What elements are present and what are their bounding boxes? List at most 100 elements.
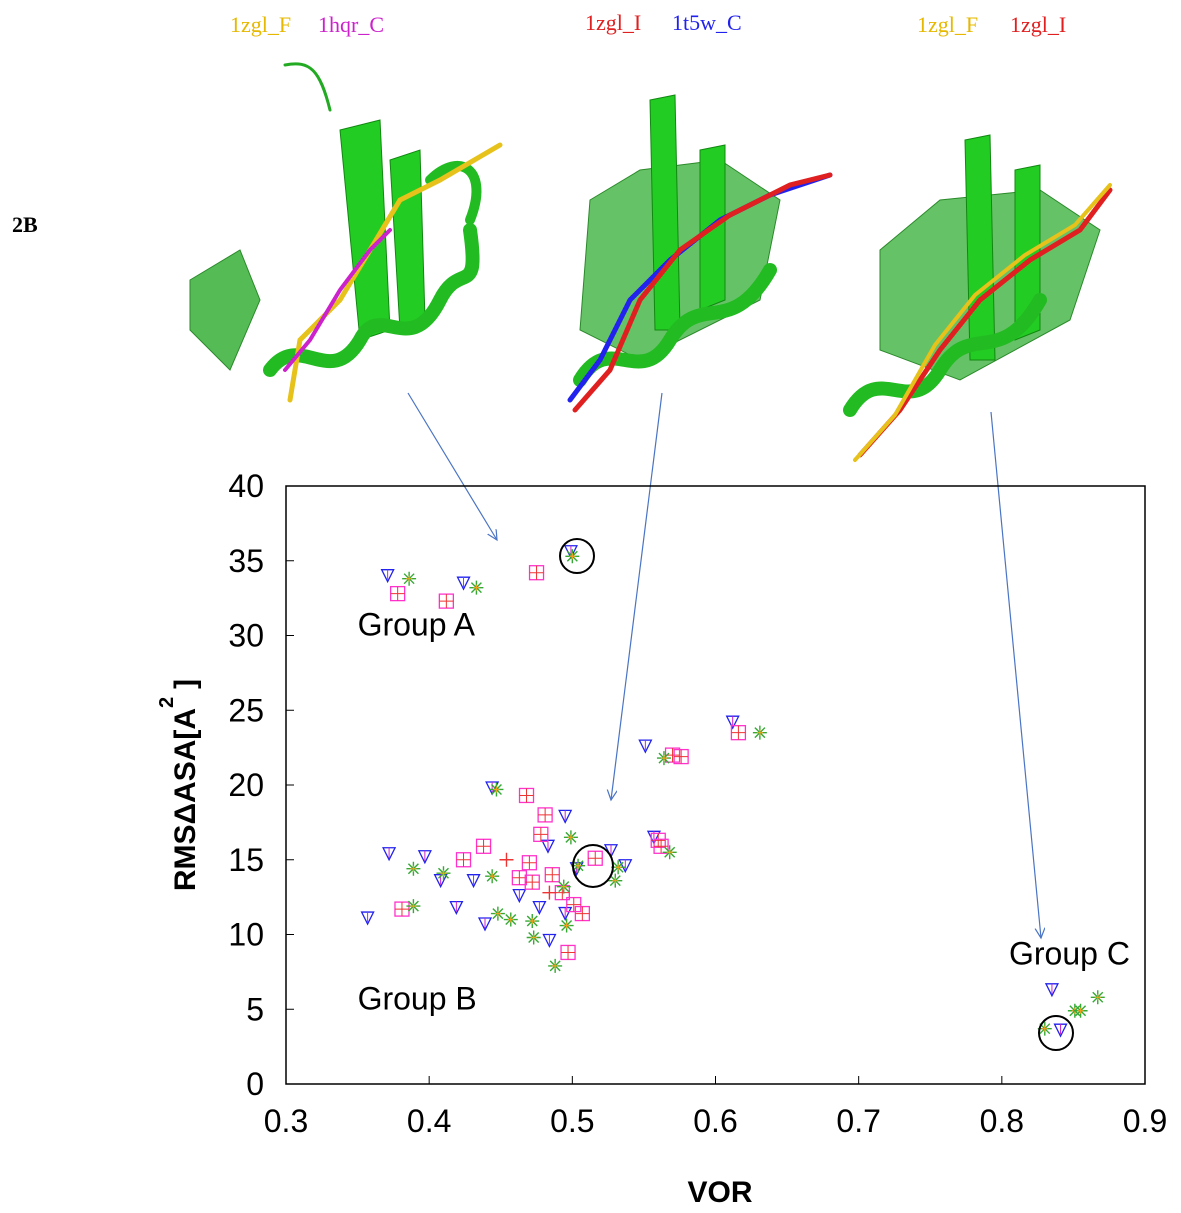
- point: [475, 838, 492, 854]
- x-axis-label: VOR: [687, 1176, 752, 1209]
- marker-shape: [522, 855, 537, 870]
- marker-shape: [394, 902, 409, 917]
- marker-shape: [1094, 994, 1101, 1001]
- point: [512, 888, 527, 904]
- structure-image: [567, 94, 833, 413]
- point: [571, 858, 586, 873]
- point: [638, 739, 653, 754]
- marker-shape: [542, 885, 557, 900]
- point: [456, 576, 471, 591]
- x-tick-label: 0.9: [1123, 1103, 1167, 1139]
- point: [525, 914, 540, 929]
- point: [565, 549, 580, 564]
- marker-shape: [660, 755, 667, 762]
- point: [1090, 990, 1105, 1005]
- marker-shape: [489, 873, 496, 880]
- marker-shape: [566, 897, 581, 912]
- marker-shape: [552, 962, 559, 969]
- point: [436, 866, 451, 881]
- point: [548, 958, 563, 973]
- highlight-circles: [559, 538, 1074, 1051]
- marker-shape: [529, 565, 544, 580]
- marker-shape: [588, 851, 603, 866]
- x-tick-label: 0.5: [550, 1103, 594, 1139]
- x-tick-label: 0.7: [836, 1103, 880, 1139]
- point: [533, 826, 549, 842]
- x-tick-label: 0.8: [980, 1103, 1024, 1139]
- marker-shape: [563, 922, 570, 929]
- point: [489, 782, 504, 797]
- y-tick-label: 20: [228, 767, 264, 803]
- point: [485, 869, 500, 884]
- y-tick-label: 25: [228, 692, 264, 728]
- marker-shape: [567, 834, 574, 841]
- panel-label: 2B: [12, 212, 38, 237]
- marker-shape: [493, 786, 500, 793]
- marker-shape: [439, 594, 454, 609]
- x-tick-label: 0.4: [407, 1103, 451, 1139]
- point: [566, 896, 582, 913]
- y-tick-label: 35: [228, 543, 264, 579]
- point: [752, 725, 767, 740]
- marker-shape: [390, 586, 405, 601]
- point: [469, 580, 484, 595]
- marker-shape: [545, 867, 560, 882]
- arrows: [407, 392, 1041, 938]
- point: [1073, 1003, 1088, 1018]
- x-tick-label: 0.3: [264, 1103, 308, 1139]
- y-axis-label-sup: 2: [156, 697, 178, 708]
- point: [406, 899, 421, 914]
- marker-shape: [473, 584, 480, 591]
- point: [380, 569, 395, 584]
- marker-shape: [651, 833, 666, 848]
- point: [559, 918, 574, 933]
- marker-shape: [494, 910, 501, 917]
- marker-shape: [507, 916, 514, 923]
- point: [542, 885, 557, 900]
- structure-label: 1zgl_I: [1010, 12, 1066, 37]
- point: [540, 839, 556, 854]
- point: [417, 850, 432, 865]
- annotation: Group B: [358, 980, 477, 1016]
- marker-shape: [499, 852, 514, 867]
- point: [477, 917, 493, 932]
- annotation: Group A: [358, 607, 476, 643]
- point: [526, 930, 541, 945]
- structure-label: 1zgl_I: [585, 10, 641, 35]
- point: [449, 900, 464, 916]
- point: [532, 900, 547, 916]
- point: [558, 906, 573, 922]
- marker-shape: [731, 725, 746, 740]
- marker-shape: [529, 918, 536, 925]
- point: [1053, 1023, 1068, 1038]
- point: [406, 861, 421, 876]
- point: [390, 585, 406, 602]
- point: [503, 912, 518, 927]
- point: [662, 845, 677, 860]
- point: [673, 748, 689, 765]
- structure-label: 1t5w_C: [672, 10, 742, 35]
- marker-shape: [674, 749, 689, 764]
- marker-shape: [1041, 1025, 1048, 1032]
- marker-shape: [654, 839, 669, 854]
- marker-shape: [560, 883, 567, 890]
- point: [394, 901, 410, 917]
- point: [560, 944, 576, 961]
- structure-label: 1hqr_C: [318, 12, 384, 37]
- point: [499, 852, 514, 867]
- structure-image: [189, 62, 503, 403]
- y-tick-label: 30: [228, 618, 264, 654]
- point: [558, 809, 573, 824]
- point: [438, 593, 454, 609]
- y-axis-label-part: ]: [169, 679, 202, 689]
- x-tick-label: 0.6: [693, 1103, 737, 1139]
- point: [511, 870, 528, 886]
- marker-shape: [615, 864, 622, 871]
- marker-shape: [440, 870, 447, 877]
- point: [521, 855, 538, 871]
- marker-shape: [410, 903, 417, 910]
- point: [618, 859, 633, 874]
- point: [518, 787, 535, 804]
- plot: 0 5 10 15 20 25 30 35 40 0.3 0.4 0.5 0.6 0.7 0.8 0.9 Gro…: [228, 468, 1167, 1139]
